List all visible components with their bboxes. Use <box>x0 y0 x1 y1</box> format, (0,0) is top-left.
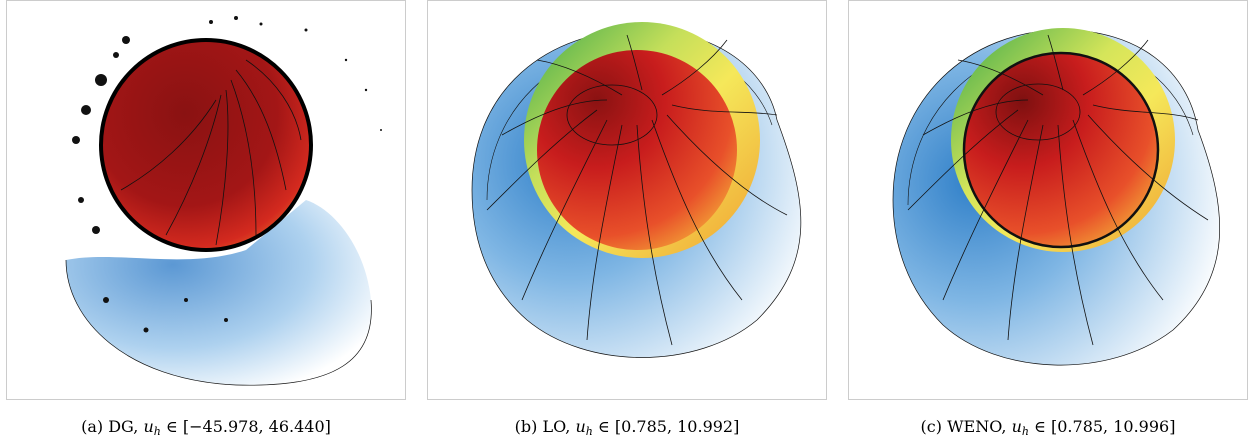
caption-lo-range: [0.785, 10.992] <box>614 417 740 436</box>
caption-dg-method: DG <box>108 417 134 436</box>
dg-core-disk <box>99 38 313 252</box>
caption-weno-variable: u <box>1011 417 1022 436</box>
dg-core-contours <box>120 59 302 246</box>
caption-dg-subscript: h <box>153 425 161 438</box>
caption-lo-label: (b) <box>514 417 538 436</box>
caption-lo-subscript: h <box>585 425 593 438</box>
caption-lo-variable: u <box>575 417 586 436</box>
caption-dg-relation: ∈ <box>165 417 178 436</box>
lo-core-disk <box>537 50 737 250</box>
dg-blue-region <box>66 200 372 386</box>
weno-contour-plot <box>848 0 1248 400</box>
lo-spiral-contours <box>486 34 788 346</box>
panel-lo <box>427 0 827 400</box>
caption-dg-label: (a) <box>81 417 104 436</box>
caption-dg-range: [−45.978, 46.440] <box>182 417 331 436</box>
caption-lo-relation: ∈ <box>597 417 610 436</box>
caption-weno-method: WENO <box>947 417 1002 436</box>
caption-lo: (b) LO, uh ∈ [0.785, 10.992] <box>514 417 740 438</box>
caption-weno-range: [0.785, 10.996] <box>1051 417 1176 436</box>
caption-lo-method: LO <box>542 417 566 436</box>
caption-weno-relation: ∈ <box>1034 417 1046 436</box>
caption-dg-variable: u <box>143 417 154 436</box>
weno-core-disk <box>962 51 1160 249</box>
caption-weno-label: (c) <box>920 417 942 436</box>
caption-weno-subscript: h <box>1021 425 1029 438</box>
weno-spiral-contours <box>907 34 1209 346</box>
panel-dg <box>6 0 406 400</box>
dg-outer-contour <box>65 259 372 386</box>
dg-noise-specks <box>72 16 382 333</box>
caption-dg: (a) DG, uh ∈ [−45.978, 46.440] <box>81 417 331 438</box>
panel-weno <box>848 0 1248 400</box>
dg-contour-plot <box>6 0 406 400</box>
caption-weno: (c) WENO, uh ∈ [0.785, 10.996] <box>920 417 1176 438</box>
lo-contour-plot <box>427 0 827 400</box>
